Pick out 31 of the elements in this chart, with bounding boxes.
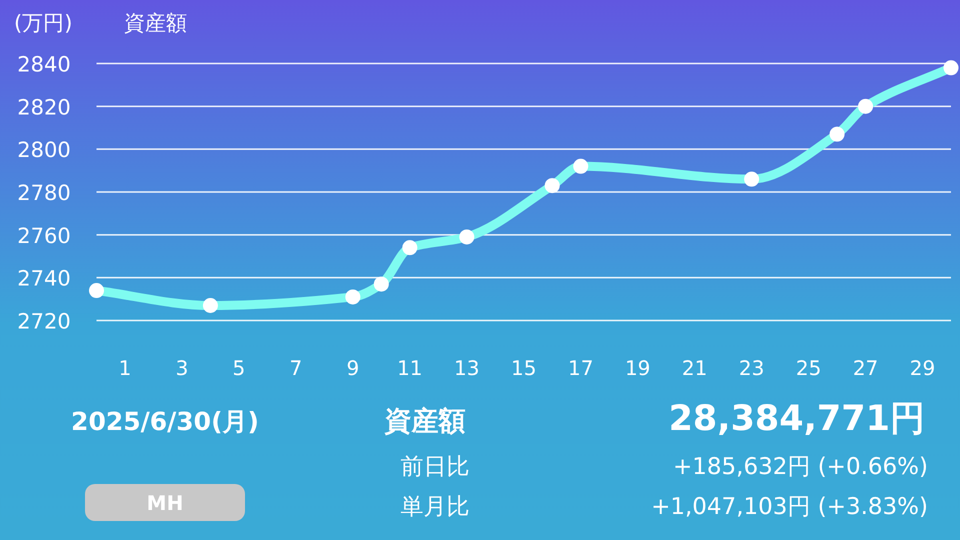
text: +1,047,103円 (+3.83%) xyxy=(651,494,928,520)
x-tick-label: 15 xyxy=(511,356,536,380)
x-tick-label: 21 xyxy=(682,356,708,380)
x-tick-label: 11 xyxy=(397,356,423,380)
y-tick-label: 2840 xyxy=(17,52,71,76)
x-tick-label: 25 xyxy=(796,356,822,380)
y-tick-label: 2780 xyxy=(17,181,71,205)
x-tick-label: 13 xyxy=(454,356,480,380)
x-tick-label: 5 xyxy=(232,356,246,380)
chart-title: 資産額 xyxy=(124,11,187,35)
x-tick-label: 3 xyxy=(176,356,188,380)
x-tick-label: 9 xyxy=(346,356,360,380)
y-tick-label: 2800 xyxy=(17,138,71,162)
x-tick-label: 1 xyxy=(118,356,132,380)
text: 前日比 xyxy=(400,454,470,480)
x-tick-label: 17 xyxy=(568,356,594,380)
x-tick-label: 29 xyxy=(910,356,936,380)
text: 単月比 xyxy=(400,494,470,520)
text: 28,384,771円 xyxy=(668,399,925,439)
y-tick-label: 2740 xyxy=(17,266,71,291)
y-axis-title: (万円) xyxy=(14,11,72,35)
x-tick-label: 27 xyxy=(852,356,878,380)
y-tick-label: 2760 xyxy=(17,224,71,248)
x-tick-label: 19 xyxy=(624,356,650,380)
y-tick-label: 2720 xyxy=(17,310,71,334)
y-tick-label: 2820 xyxy=(17,95,71,120)
x-tick-label: 23 xyxy=(738,356,764,380)
text: 資産額 xyxy=(384,406,466,437)
text: +185,632円 (+0.66%) xyxy=(673,454,928,480)
x-tick-label: 7 xyxy=(290,356,302,380)
text: 2025/6/30(月) xyxy=(71,407,259,436)
